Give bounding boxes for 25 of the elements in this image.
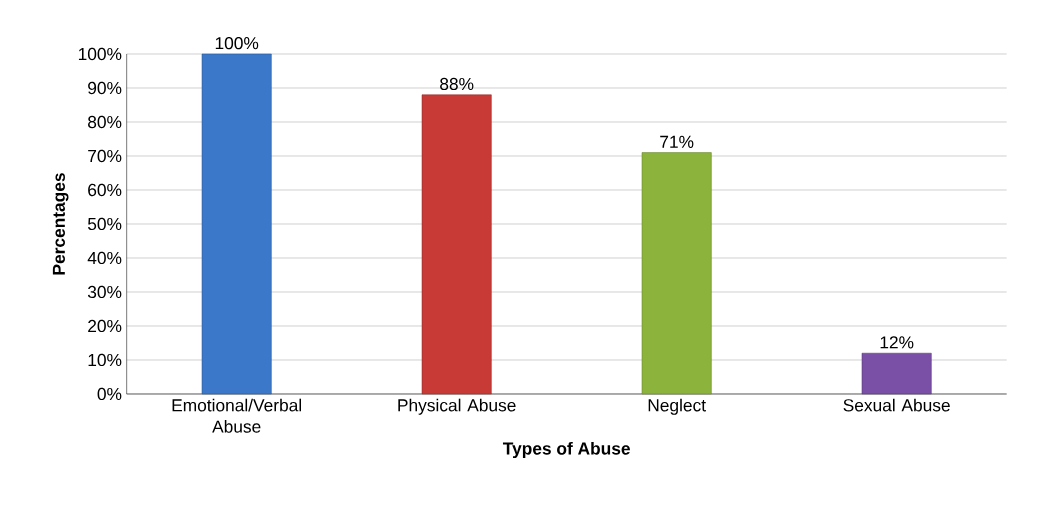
data-label: 88% — [440, 77, 474, 91]
x-tick-label: Neglect — [648, 398, 706, 415]
y-tick-label: 10% — [88, 353, 122, 367]
y-tick-label: 90% — [88, 81, 122, 95]
bar — [861, 352, 932, 395]
bar — [201, 53, 272, 395]
y-tick-label: 100% — [78, 47, 122, 61]
y-tick-label: 60% — [88, 183, 122, 197]
y-tick-label: 40% — [87, 251, 122, 265]
y-tick-label: 0% — [97, 387, 122, 401]
y-tick-label: 80% — [88, 115, 122, 129]
x-tick-label: Emotional/Verbal Abuse — [172, 398, 302, 433]
y-tick-label: 20% — [88, 319, 122, 333]
y-tick-label: 30% — [87, 285, 122, 299]
bar — [641, 152, 712, 395]
y-axis-title: Percentages — [52, 173, 69, 275]
data-label: 71% — [660, 135, 694, 148]
data-label: 100% — [215, 37, 259, 50]
y-tick-label: 50% — [87, 217, 122, 231]
x-axis-title: Types of Abuse — [502, 441, 630, 459]
x-tick-label: Physical Abuse — [398, 398, 516, 415]
bar — [421, 94, 492, 395]
y-tick-label: 70% — [88, 149, 122, 163]
data-label: 12% — [880, 336, 914, 349]
x-tick-label: Sexual Abuse — [843, 398, 950, 412]
